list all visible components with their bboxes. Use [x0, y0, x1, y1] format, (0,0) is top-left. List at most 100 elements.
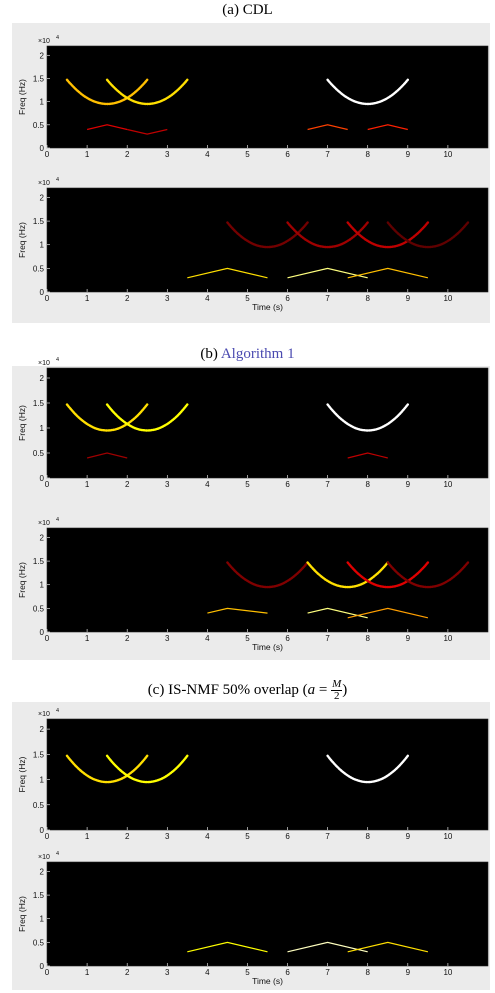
- axis-exponent-power: 4: [56, 35, 59, 41]
- x-tick-label: 0: [45, 832, 50, 841]
- axis-exponent-power: 4: [56, 357, 59, 363]
- y-tick-label: 0.5: [33, 121, 45, 130]
- axis-exponent: ×10: [38, 520, 50, 527]
- low-frequency-line: [127, 128, 168, 135]
- x-tick-label: 10: [443, 294, 452, 303]
- chirp-curve: [346, 221, 430, 249]
- caption-b-link[interactable]: Algorithm 1: [220, 346, 295, 362]
- y-tick-label: 1: [40, 241, 45, 250]
- chirp-curve: [226, 561, 309, 589]
- x-tick-label: 8: [366, 832, 371, 841]
- x-tick-label: 6: [285, 294, 290, 303]
- y-tick-label: 0: [40, 288, 45, 297]
- x-tick-label: 10: [443, 480, 452, 489]
- y-tick-label: 2: [40, 374, 45, 383]
- low-frequency-line: [307, 607, 368, 619]
- y-tick-label: 1: [40, 915, 45, 924]
- low-frequency-line: [287, 267, 368, 279]
- x-tick-label: 0: [45, 968, 50, 977]
- x-tick-label: 8: [366, 294, 371, 303]
- y-axis-label: Freq (Hz): [17, 79, 27, 115]
- y-tick-label: 1: [40, 424, 45, 433]
- low-frequency-line: [307, 124, 348, 131]
- axis-exponent: ×10: [38, 854, 50, 861]
- y-tick-label: 1.5: [33, 399, 45, 408]
- x-axis-label: Time (s): [252, 976, 283, 986]
- low-frequency-line: [347, 452, 388, 459]
- y-tick-label: 0: [40, 474, 45, 483]
- x-tick-label: 9: [406, 150, 411, 159]
- caption-c-prefix: (c) IS-NMF 50% overlap (: [147, 681, 308, 698]
- plot-frame: [46, 718, 489, 831]
- caption-c-suffix: ): [342, 681, 348, 698]
- y-axis-label: Freq (Hz): [17, 222, 27, 258]
- low-frequency-line: [287, 941, 368, 953]
- x-tick-label: 5: [245, 480, 250, 489]
- caption-a: (a) CDL: [222, 2, 273, 18]
- x-tick-label: 7: [325, 832, 330, 841]
- plot-b-top: 0 1 2 3 4 5 6 7 8 9 10 0 0.5 1 1.5 2 ×10 4 Freq (Hz): [17, 357, 489, 489]
- y-tick-label: 1.5: [33, 557, 45, 566]
- x-tick-label: 1: [85, 832, 90, 841]
- axis-exponent-power: 4: [56, 708, 59, 714]
- y-axis-label: Freq (Hz): [17, 896, 27, 932]
- low-frequency-line: [367, 124, 408, 131]
- x-tick-label: 5: [245, 294, 250, 303]
- x-tick-label: 0: [45, 634, 50, 643]
- x-tick-label: 6: [285, 634, 290, 643]
- caption-c-num: M: [331, 678, 343, 691]
- x-tick-label: 3: [165, 294, 170, 303]
- x-tick-label: 8: [366, 634, 371, 643]
- x-tick-label: 10: [443, 150, 452, 159]
- x-tick-label: 5: [245, 968, 250, 977]
- x-tick-label: 10: [443, 968, 452, 977]
- x-tick-label: 3: [165, 480, 170, 489]
- caption-b: (b) Algorithm 1: [0, 346, 495, 363]
- chirp-curve: [105, 403, 189, 432]
- x-tick-label: 2: [125, 968, 130, 977]
- x-tick-label: 0: [45, 480, 50, 489]
- plot-frame: [46, 367, 489, 479]
- chirp-curve: [286, 221, 369, 249]
- chirp-curve: [326, 78, 409, 106]
- x-tick-label: 9: [406, 968, 411, 977]
- chirp-curve: [346, 561, 430, 589]
- chirp-curve: [65, 754, 149, 784]
- low-frequency-line: [86, 124, 128, 131]
- x-tick-label: 1: [85, 968, 90, 977]
- plot-background: [47, 719, 488, 830]
- y-tick-label: 2: [40, 193, 45, 202]
- x-tick-label: 6: [285, 832, 290, 841]
- x-tick-label: 7: [325, 968, 330, 977]
- x-tick-label: 1: [85, 150, 90, 159]
- x-tick-label: 7: [325, 634, 330, 643]
- x-tick-label: 2: [125, 832, 130, 841]
- y-tick-label: 0: [40, 962, 45, 971]
- x-tick-label: 1: [85, 634, 90, 643]
- caption-c-var: a: [307, 681, 316, 698]
- x-tick-label: 6: [285, 150, 290, 159]
- y-tick-label: 2: [40, 725, 45, 734]
- low-frequency-line: [347, 941, 429, 953]
- axis-exponent-power: 4: [56, 177, 59, 183]
- chirp-curve: [105, 78, 189, 106]
- plot-c-bottom: 0 1 2 3 4 5 6 7 8 9 10 0 0.5 1 1.5 2 ×10 4 Freq (Hz) Time (…: [17, 851, 489, 986]
- plot-a-top: 0 1 2 3 4 5 6 7 8 9 10 0 0.5 1 1.5 2 ×10 4 Freq (Hz): [17, 35, 489, 159]
- low-frequency-line: [187, 941, 268, 953]
- x-tick-label: 8: [366, 150, 371, 159]
- x-tick-label: 2: [125, 480, 130, 489]
- plot-a-bottom: 0 1 2 3 4 5 6 7 8 9 10 0 0.5 1 1.5 2 ×10 4 Freq (Hz) Time (…: [17, 177, 489, 312]
- x-tick-label: 3: [165, 968, 170, 977]
- x-tick-label: 6: [285, 480, 290, 489]
- y-tick-label: 0.5: [33, 604, 45, 613]
- x-tick-label: 10: [443, 832, 452, 841]
- caption-c-den: 2: [333, 690, 340, 702]
- x-tick-label: 4: [205, 480, 210, 489]
- y-axis-label: Freq (Hz): [17, 562, 27, 598]
- axis-exponent-power: 4: [56, 851, 59, 857]
- low-frequency-line: [347, 607, 429, 619]
- chirp-curve: [386, 221, 470, 249]
- plot-frame: [46, 861, 489, 967]
- low-frequency-line: [187, 267, 268, 279]
